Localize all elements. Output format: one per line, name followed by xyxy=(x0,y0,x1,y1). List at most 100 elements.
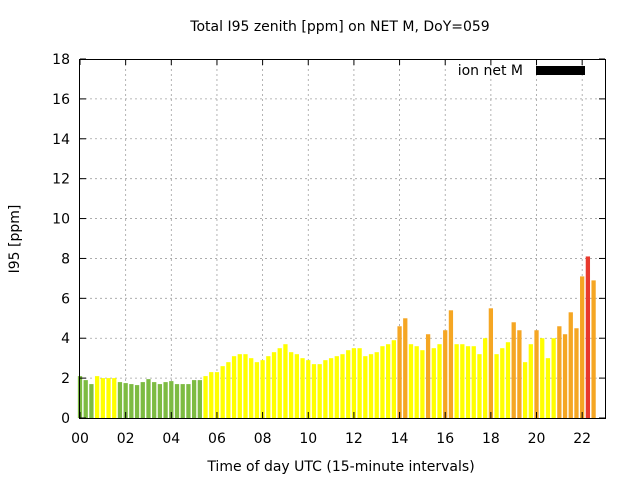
bar xyxy=(448,310,454,418)
y-axis-label: I95 [ppm] xyxy=(7,205,23,274)
y-tick-label: 14 xyxy=(52,132,70,148)
bar xyxy=(568,312,573,418)
bar xyxy=(123,383,128,418)
bar xyxy=(140,382,145,418)
bar xyxy=(163,382,168,418)
x-tick-label: 16 xyxy=(436,431,454,447)
bar xyxy=(574,328,579,418)
bar xyxy=(328,358,334,418)
bar xyxy=(408,344,414,418)
bar xyxy=(306,360,311,418)
y-tick-label: 16 xyxy=(52,92,70,108)
bar xyxy=(226,362,231,418)
bar xyxy=(562,334,568,418)
bar xyxy=(505,342,511,418)
bar xyxy=(283,344,288,418)
bar xyxy=(94,376,100,418)
bar xyxy=(174,384,180,418)
bar xyxy=(243,354,248,418)
bar xyxy=(157,384,163,418)
x-tick-label: 10 xyxy=(299,431,317,447)
y-tick-label: 4 xyxy=(61,331,70,347)
x-tick-label: 22 xyxy=(573,431,591,447)
x-tick-label: 02 xyxy=(117,431,135,447)
bar xyxy=(357,348,362,418)
bar xyxy=(545,358,551,418)
bar xyxy=(368,354,374,418)
bar xyxy=(180,384,185,418)
x-tick-label: 14 xyxy=(391,431,409,447)
bar xyxy=(231,356,237,418)
bar xyxy=(403,318,408,418)
chart-title: Total I95 zenith [ppm] on NET M, DoY=059 xyxy=(189,19,489,35)
bar xyxy=(522,362,528,418)
bar xyxy=(363,356,368,418)
bar xyxy=(237,354,242,418)
y-tick-label: 0 xyxy=(61,411,70,427)
bar xyxy=(271,352,277,418)
bar xyxy=(500,348,505,418)
bar xyxy=(340,354,345,418)
bar xyxy=(454,344,459,418)
x-tick-label: 06 xyxy=(208,431,226,447)
bar xyxy=(585,256,591,418)
bar xyxy=(425,334,431,418)
y-tick-label: 8 xyxy=(61,251,70,267)
bar xyxy=(460,344,465,418)
bar xyxy=(591,280,596,418)
bar xyxy=(209,372,214,418)
bar xyxy=(169,381,174,418)
bar xyxy=(391,340,396,418)
bar xyxy=(311,364,317,418)
bar xyxy=(260,360,265,418)
x-tick-label: 18 xyxy=(482,431,500,447)
bar xyxy=(557,326,562,418)
bar xyxy=(414,346,419,418)
bar xyxy=(191,380,197,418)
bar xyxy=(112,378,117,418)
bar xyxy=(146,379,151,418)
bar xyxy=(300,358,305,418)
x-tick-label: 20 xyxy=(528,431,546,447)
bar xyxy=(580,276,585,418)
bar xyxy=(134,385,140,418)
bar xyxy=(551,338,556,418)
bar xyxy=(465,346,471,418)
bar xyxy=(254,362,260,418)
bar xyxy=(323,360,328,418)
legend-label: ion net M xyxy=(458,63,523,79)
bar xyxy=(197,380,202,418)
plot-frame xyxy=(79,59,606,419)
y-tick-label: 18 xyxy=(52,52,70,68)
legend-swatch xyxy=(536,66,585,75)
bar xyxy=(540,338,545,418)
x-tick-label: 12 xyxy=(345,431,363,447)
bar xyxy=(220,366,225,418)
y-tick-label: 12 xyxy=(52,172,70,188)
bar xyxy=(420,350,425,418)
x-tick-label: 00 xyxy=(71,431,89,447)
bar xyxy=(152,382,157,418)
legend: ion net M xyxy=(458,63,585,79)
bar xyxy=(334,356,339,418)
y-tick-label: 2 xyxy=(61,371,70,387)
bar xyxy=(380,346,385,418)
bar xyxy=(471,346,476,418)
bar xyxy=(517,330,522,418)
bar xyxy=(100,378,105,418)
bar xyxy=(351,348,357,418)
bar xyxy=(483,338,488,418)
bar xyxy=(89,384,94,418)
bar xyxy=(106,378,111,418)
bar xyxy=(294,354,299,418)
bar xyxy=(266,356,271,418)
bars xyxy=(77,256,596,418)
bar xyxy=(374,352,379,418)
y-tick-label: 10 xyxy=(52,212,70,228)
bar xyxy=(494,354,499,418)
bar xyxy=(129,384,134,418)
bar xyxy=(117,382,123,418)
y-tick-label: 6 xyxy=(61,291,70,307)
bar xyxy=(249,358,254,418)
